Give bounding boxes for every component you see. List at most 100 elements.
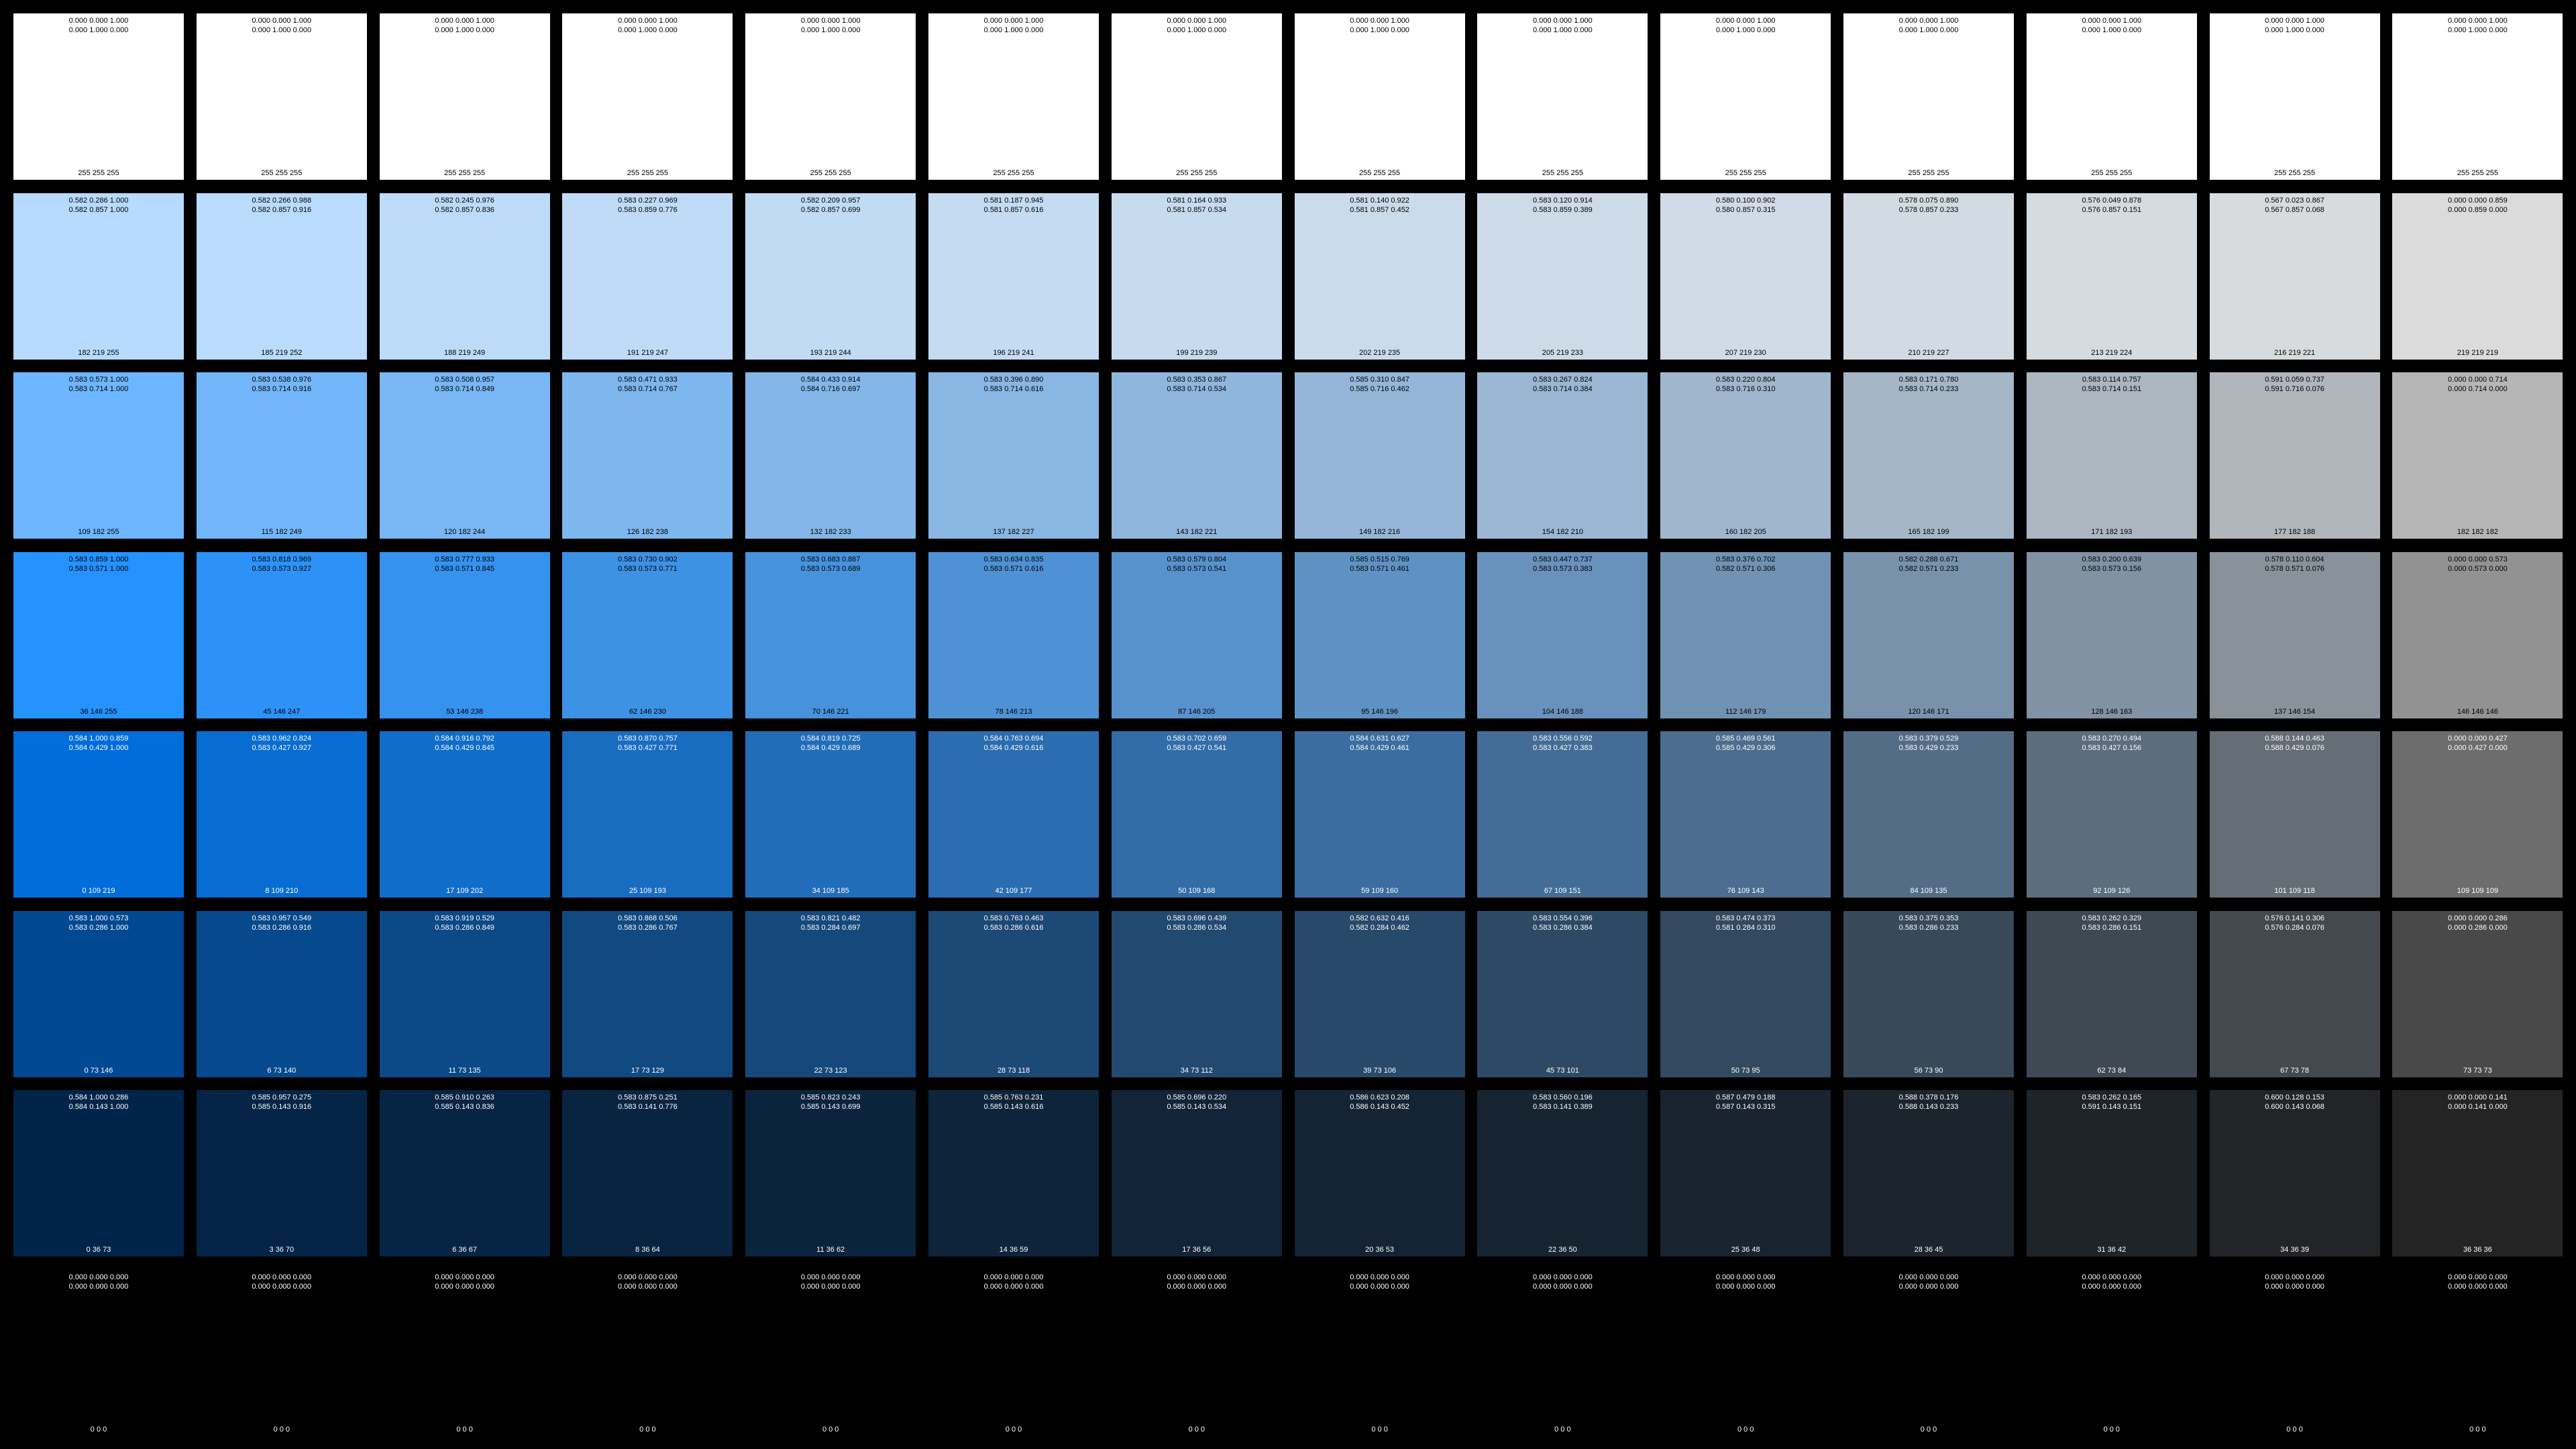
swatch-value-line-2: 0.000 0.141 0.000: [2448, 1103, 2508, 1111]
color-swatch: 0.582 0.286 1.000 0.582 0.857 1.000 182 21…: [13, 193, 184, 360]
swatch-value-line-2: 0.583 0.429 0.233: [1898, 744, 1959, 752]
swatch-rgb-label: 196 219 241: [993, 348, 1034, 357]
swatch-value-line-1: 0.000 0.000 1.000: [1533, 17, 1593, 25]
swatch-value-line-2: 0.583 0.571 1.000: [68, 564, 129, 573]
swatch-value-line-2: 0.000 1.000 0.000: [252, 26, 312, 34]
color-swatch: 0.000 0.000 1.000 0.000 1.000 0.000 255 25…: [1660, 13, 1831, 180]
swatch-value-line-2: 0.585 0.143 0.616: [983, 1103, 1044, 1111]
swatch-value-line-2: 0.583 0.714 0.151: [2082, 385, 2142, 393]
swatch-rgb-label: 70 146 221: [812, 707, 849, 716]
color-swatch: 0.583 0.396 0.890 0.583 0.714 0.616 137 18…: [928, 372, 1099, 539]
swatch-rgb-label: 56 73 90: [1914, 1066, 1943, 1075]
swatch-value-line-2: 0.583 0.427 0.927: [252, 744, 312, 752]
swatch-value-line-2: 0.000 0.286 0.000: [2448, 923, 2508, 932]
swatch-rgb-label: 0 0 0: [1005, 1425, 1022, 1434]
swatch-value-line-1: 0.583 0.763 0.463: [983, 914, 1044, 922]
swatch-rgb-label: 112 146 179: [1725, 707, 1766, 716]
swatch-value-line-2: 0.000 1.000 0.000: [2448, 26, 2508, 34]
swatch-rgb-label: 101 109 118: [2274, 887, 2315, 895]
color-swatch: 0.000 0.000 0.000 0.000 0.000 0.000 0 0 0: [2026, 1269, 2197, 1436]
color-swatch: 0.584 0.916 0.792 0.584 0.429 0.845 17 109…: [379, 731, 550, 898]
swatch-rgb-label: 255 255 255: [261, 169, 303, 177]
swatch-value-line-1: 0.000 0.000 1.000: [435, 17, 494, 25]
swatch-value-line-2: 0.586 0.143 0.452: [1350, 1103, 1409, 1111]
swatch-value-line-1: 0.000 0.000 0.141: [2448, 1093, 2508, 1102]
color-swatch: 0.583 0.220 0.804 0.583 0.716 0.310 160 18…: [1660, 372, 1831, 539]
color-swatch: 0.000 0.000 1.000 0.000 1.000 0.000 255 25…: [196, 13, 367, 180]
swatch-rgb-label: 255 255 255: [1542, 169, 1583, 177]
swatch-rgb-label: 28 36 45: [1914, 1246, 1943, 1254]
swatch-value-line-2: 0.584 0.429 0.689: [800, 744, 861, 752]
color-swatch: 0.000 0.000 0.000 0.000 0.000 0.000 0 0 0: [2209, 1269, 2380, 1436]
swatch-value-line-2: 0.583 0.714 0.384: [1533, 385, 1593, 393]
swatch-value-line-2: 0.000 0.000 0.000: [983, 1282, 1044, 1291]
swatch-value-line-1: 0.000 0.000 0.000: [1533, 1273, 1593, 1281]
color-swatch: 0.583 0.702 0.659 0.583 0.427 0.541 50 109…: [1111, 731, 1282, 898]
swatch-rgb-label: 17 109 202: [446, 887, 484, 895]
color-swatch: 0.584 0.433 0.914 0.584 0.716 0.697 132 18…: [745, 372, 916, 539]
color-swatch: 0.583 1.000 0.573 0.583 0.286 1.000 0 73 1…: [13, 910, 184, 1077]
swatch-value-line-1: 0.581 0.187 0.945: [983, 196, 1044, 205]
swatch-value-line-1: 0.000 0.000 1.000: [68, 17, 129, 25]
color-swatch: 0.584 1.000 0.859 0.584 0.429 1.000 0 109 …: [13, 731, 184, 898]
swatch-value-line-2: 0.583 0.286 0.767: [618, 923, 678, 932]
swatch-value-line-2: 0.582 0.571 0.306: [1715, 564, 1776, 573]
swatch-rgb-label: 255 255 255: [2274, 169, 2316, 177]
swatch-value-line-2: 0.583 0.286 0.233: [1898, 923, 1959, 932]
swatch-value-line-1: 0.567 0.023 0.867: [2265, 196, 2324, 205]
swatch-rgb-label: 115 182 249: [261, 528, 302, 536]
swatch-value-line-2: 0.000 0.573 0.000: [2448, 564, 2508, 573]
swatch-value-line-2: 0.000 1.000 0.000: [2265, 26, 2324, 34]
swatch-value-line-1: 0.000 0.000 0.000: [1350, 1273, 1409, 1281]
swatch-rgb-label: 67 109 151: [1544, 887, 1581, 895]
swatch-value-line-1: 0.588 0.378 0.176: [1898, 1093, 1959, 1102]
swatch-value-line-2: 0.581 0.284 0.310: [1715, 923, 1776, 932]
swatch-value-line-1: 0.583 0.262 0.165: [2082, 1093, 2142, 1102]
swatch-value-line-2: 0.000 1.000 0.000: [800, 26, 861, 34]
swatch-value-line-1: 0.591 0.059 0.737: [2265, 376, 2324, 384]
swatch-rgb-label: 193 219 244: [810, 348, 851, 357]
swatch-rgb-label: 34 109 185: [812, 887, 849, 895]
swatch-value-line-2: 0.585 0.143 0.699: [800, 1103, 861, 1111]
color-swatch: 0.588 0.144 0.463 0.588 0.429 0.076 101 10…: [2209, 731, 2380, 898]
swatch-rgb-label: 22 73 123: [814, 1066, 847, 1075]
color-swatch: 0.580 0.100 0.902 0.580 0.857 0.315 207 21…: [1660, 193, 1831, 360]
color-swatch: 0.000 0.000 0.000 0.000 0.000 0.000 0 0 0: [2392, 1269, 2563, 1436]
color-swatch: 0.583 0.875 0.251 0.583 0.141 0.776 8 36 6…: [562, 1090, 733, 1256]
swatch-rgb-label: 84 109 135: [1910, 887, 1947, 895]
swatch-value-line-1: 0.584 1.000 0.859: [68, 735, 129, 743]
swatch-value-line-1: 0.585 0.823 0.243: [800, 1093, 861, 1102]
color-swatch: 0.583 0.560 0.196 0.583 0.141 0.389 22 36 …: [1477, 1090, 1648, 1256]
swatch-value-line-1: 0.583 0.634 0.835: [983, 555, 1044, 564]
swatch-value-line-2: 0.583 0.571 0.461: [1350, 564, 1409, 573]
swatch-rgb-label: 17 36 56: [1182, 1246, 1212, 1254]
swatch-rgb-label: 45 146 247: [263, 707, 301, 716]
swatch-value-line-2: 0.583 0.714 0.767: [618, 385, 678, 393]
swatch-value-line-2: 0.583 0.286 0.616: [983, 923, 1044, 932]
color-swatch: 0.583 0.683 0.867 0.583 0.573 0.689 70 146…: [745, 551, 916, 718]
swatch-rgb-label: 143 182 221: [1176, 528, 1218, 536]
swatch-value-line-1: 0.000 0.000 0.427: [2448, 735, 2508, 743]
swatch-value-line-1: 0.000 0.000 1.000: [618, 17, 678, 25]
swatch-rgb-label: 39 73 106: [1363, 1066, 1397, 1075]
swatch-rgb-label: 191 219 247: [627, 348, 668, 357]
swatch-rgb-label: 0 0 0: [90, 1425, 107, 1434]
color-swatch: 0.583 0.376 0.702 0.582 0.571 0.306 112 14…: [1660, 551, 1831, 718]
swatch-rgb-label: 36 146 255: [80, 707, 117, 716]
swatch-value-line-2: 0.583 0.141 0.776: [618, 1103, 678, 1111]
swatch-value-line-1: 0.583 0.696 0.439: [1167, 914, 1227, 922]
swatch-value-line-1: 0.000 0.000 0.000: [800, 1273, 861, 1281]
swatch-value-line-2: 0.578 0.571 0.076: [2265, 564, 2324, 573]
color-swatch: 0.585 0.696 0.220 0.585 0.143 0.534 17 36 …: [1111, 1090, 1282, 1256]
swatch-rgb-label: 25 109 193: [629, 887, 666, 895]
swatch-rgb-label: 25 36 48: [1731, 1246, 1760, 1254]
swatch-value-line-2: 0.583 0.859 0.776: [618, 205, 678, 214]
swatch-rgb-label: 87 146 205: [1178, 707, 1216, 716]
swatch-value-line-1: 0.583 0.375 0.353: [1898, 914, 1959, 922]
color-swatch: 0.000 0.000 0.000 0.000 0.000 0.000 0 0 0: [1843, 1269, 2014, 1436]
swatch-rgb-label: 202 219 235: [1359, 348, 1401, 357]
color-swatch: 0.586 0.623 0.208 0.586 0.143 0.452 20 36 …: [1294, 1090, 1465, 1256]
swatch-value-line-1: 0.580 0.100 0.902: [1715, 196, 1776, 205]
swatch-rgb-label: 3 36 70: [269, 1246, 294, 1254]
swatch-rgb-label: 182 219 255: [78, 348, 119, 357]
